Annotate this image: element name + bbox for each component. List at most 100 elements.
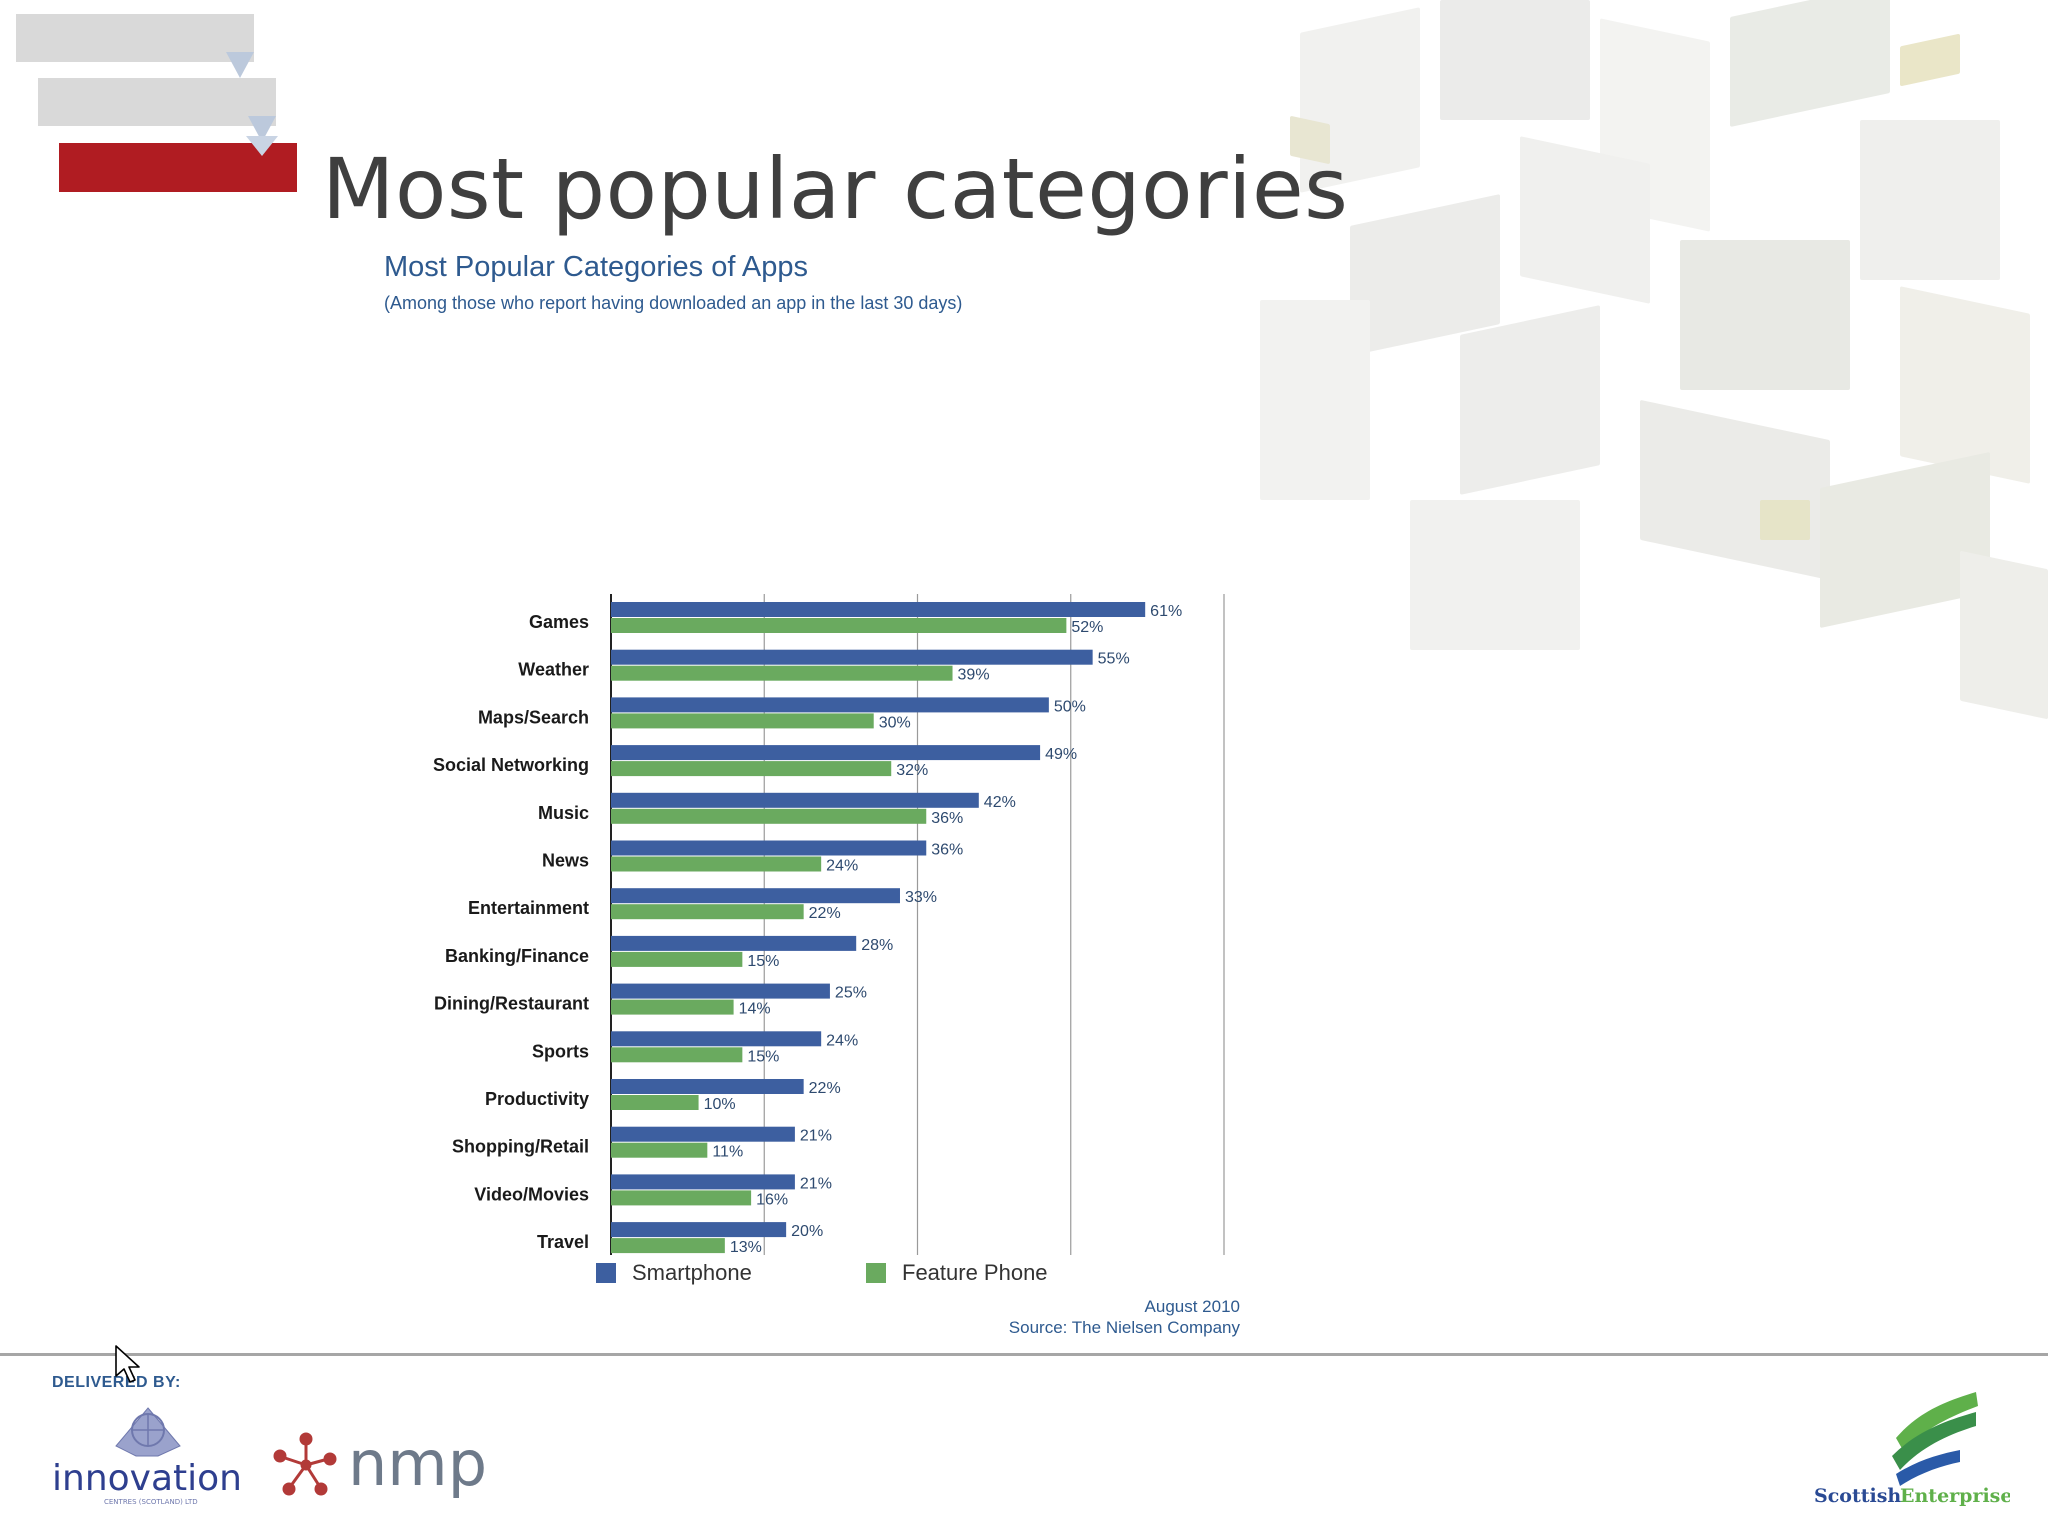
nmp-logo: nmp (273, 1427, 487, 1500)
bar-chart: Most Popular Categories of Apps (Among t… (300, 245, 1260, 1345)
bar-feature-phone-video-movies (611, 1190, 752, 1206)
value-label-feature-phone-sports: 15% (747, 1048, 779, 1065)
innovation-logo-subtext: CENTRES (SCOTLAND) LTD (104, 1498, 198, 1506)
background-block-15 (1900, 33, 1960, 87)
value-label-feature-phone-dining-restaurant: 14% (739, 1001, 771, 1018)
bar-feature-phone-shopping-retail (611, 1142, 708, 1158)
scottish-enterprise-text-a: Scottish (1814, 1485, 1901, 1507)
background-block-13 (1410, 500, 1580, 650)
value-label-smartphone-productivity: 22% (809, 1080, 841, 1097)
footer-divider (0, 1353, 2048, 1356)
bar-smartphone-music (611, 792, 979, 808)
value-label-feature-phone-social-networking: 32% (896, 762, 928, 779)
legend-swatch-smartphone (596, 1263, 616, 1283)
category-label-video-movies: Video/Movies (474, 1184, 589, 1204)
bar-smartphone-games (611, 602, 1146, 617)
value-label-smartphone-music: 42% (984, 794, 1016, 811)
legend-label-smartphone: Smartphone (632, 1260, 752, 1285)
category-label-dining-restaurant: Dining/Restaurant (434, 994, 589, 1014)
value-label-feature-phone-productivity: 10% (704, 1096, 736, 1113)
background-block-11 (1640, 399, 1830, 581)
bar-feature-phone-dining-restaurant (611, 999, 734, 1015)
value-label-smartphone-games: 61% (1150, 603, 1182, 620)
chart-source: Source: The Nielsen Company (1008, 1318, 1240, 1337)
bar-smartphone-travel (611, 1222, 787, 1238)
legend-item-feature-phone: Feature Phone (866, 1258, 1048, 1288)
value-label-smartphone-dining-restaurant: 25% (835, 985, 867, 1002)
bar-smartphone-video-movies (611, 1174, 795, 1190)
value-label-feature-phone-maps-search: 30% (879, 714, 911, 731)
legend-swatch-feature-phone (866, 1263, 886, 1283)
innovation-logo: innovation CENTRES (SCOTLAND) LTD (52, 1407, 242, 1506)
value-label-feature-phone-games: 52% (1071, 619, 1103, 636)
bar-smartphone-productivity (611, 1079, 804, 1094)
value-label-smartphone-news: 36% (931, 842, 963, 859)
category-label-entertainment: Entertainment (468, 898, 589, 918)
bar-feature-phone-sports (611, 1047, 743, 1063)
background-block-3 (1730, 0, 1890, 128)
delivered-by-label: DELIVERED BY: (52, 1374, 181, 1391)
bar-feature-phone-news (611, 856, 822, 872)
value-label-smartphone-banking-finance: 28% (861, 937, 893, 954)
category-label-news: News (542, 851, 589, 871)
value-label-feature-phone-travel: 13% (730, 1239, 762, 1255)
bar-smartphone-maps-search (611, 697, 1049, 713)
bar-smartphone-social-networking (611, 745, 1041, 761)
chart-source-date: August 2010 (1144, 1297, 1240, 1316)
bar-smartphone-sports (611, 1031, 822, 1047)
background-block-8 (1900, 286, 2030, 484)
background-block-9 (1460, 305, 1600, 495)
chart-subtitle: (Among those who report having downloade… (384, 293, 963, 313)
background-block-7 (1680, 240, 1850, 390)
bar-smartphone-banking-finance (611, 935, 857, 951)
chart-title: Most Popular Categories of Apps (384, 251, 808, 283)
value-label-smartphone-weather: 55% (1098, 651, 1130, 668)
value-label-feature-phone-video-movies: 16% (756, 1191, 788, 1208)
value-label-smartphone-maps-search: 50% (1054, 698, 1086, 715)
category-label-sports: Sports (532, 1041, 589, 1061)
value-label-feature-phone-news: 24% (826, 858, 858, 875)
background-block-4 (1860, 120, 2000, 280)
background-block-10 (1260, 300, 1370, 500)
value-label-feature-phone-weather: 39% (958, 667, 990, 684)
value-label-smartphone-sports: 24% (826, 1032, 858, 1049)
value-label-smartphone-travel: 20% (791, 1223, 823, 1240)
bar-smartphone-weather (611, 649, 1093, 665)
legend-label-feature-phone: Feature Phone (902, 1260, 1048, 1285)
bar-feature-phone-maps-search (611, 713, 874, 729)
category-label-games: Games (529, 612, 589, 632)
bar-feature-phone-travel (611, 1238, 725, 1254)
bar-smartphone-dining-restaurant (611, 983, 830, 999)
bar-feature-phone-social-networking (611, 761, 892, 777)
scottish-enterprise-text-b: Enterprise (1900, 1485, 2010, 1507)
mouse-cursor-icon (115, 1345, 140, 1383)
value-label-feature-phone-entertainment: 22% (809, 905, 841, 922)
category-label-weather: Weather (518, 660, 589, 680)
category-label-banking-finance: Banking/Finance (445, 946, 589, 966)
legend-item-smartphone: Smartphone (596, 1258, 752, 1288)
page-title: Most popular categories (322, 140, 1349, 238)
background-artwork (1260, 0, 2048, 760)
value-label-smartphone-social-networking: 49% (1045, 746, 1077, 763)
value-label-feature-phone-shopping-retail: 11% (712, 1144, 743, 1161)
bar-feature-phone-productivity (611, 1095, 699, 1110)
value-label-smartphone-shopping-retail: 21% (800, 1128, 832, 1145)
bar-smartphone-entertainment (611, 888, 900, 904)
bar-smartphone-shopping-retail (611, 1126, 795, 1142)
category-label-music: Music (538, 803, 589, 823)
nmp-logo-text: nmp (348, 1427, 487, 1500)
bar-feature-phone-banking-finance (611, 951, 743, 967)
background-block-5 (1520, 136, 1650, 304)
category-label-maps-search: Maps/Search (478, 707, 589, 727)
category-label-productivity: Productivity (485, 1089, 589, 1109)
value-label-smartphone-entertainment: 33% (905, 889, 937, 906)
category-label-social-networking: Social Networking (433, 755, 589, 775)
bar-feature-phone-weather (611, 665, 953, 681)
background-block-16 (1760, 500, 1810, 540)
bar-smartphone-news (611, 840, 927, 856)
chart-plot: 0%18%35%53%70%Games61%52%Weather55%39%Ma… (433, 594, 1225, 1255)
bar-feature-phone-entertainment (611, 904, 804, 920)
background-block-14 (1960, 550, 2048, 720)
innovation-logo-text: innovation (52, 1458, 242, 1499)
category-label-travel: Travel (537, 1232, 589, 1252)
